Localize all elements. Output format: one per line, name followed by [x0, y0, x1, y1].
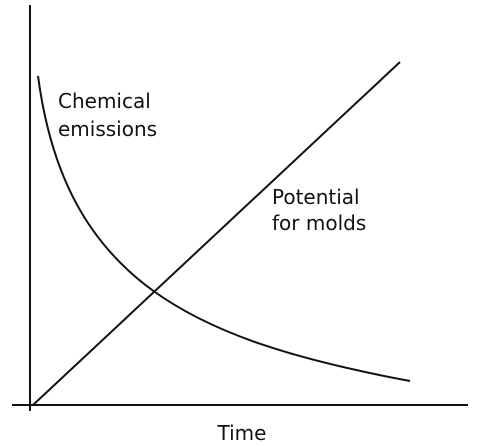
molds-line — [32, 61, 401, 406]
curve-label: emissions — [58, 117, 157, 141]
x-axis-label: Time — [217, 421, 267, 445]
emissions-curve — [37, 75, 411, 382]
curve-label: for molds — [272, 211, 366, 235]
curve-label: Chemical — [58, 89, 151, 113]
curve-label: Potential — [272, 185, 360, 209]
